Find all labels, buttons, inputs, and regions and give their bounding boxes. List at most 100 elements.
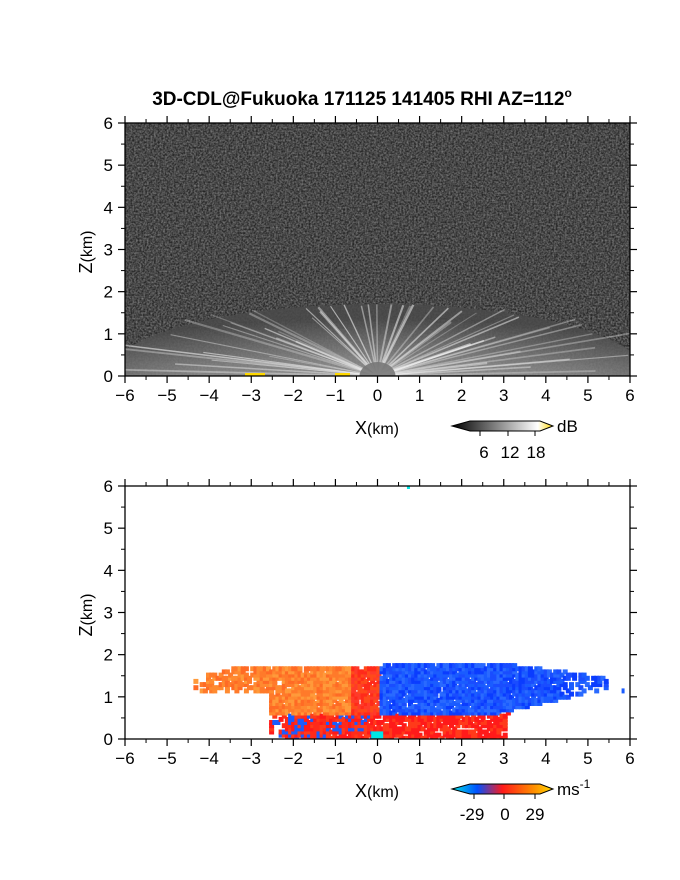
velocity-cell — [389, 723, 395, 729]
velocity-cell — [367, 688, 372, 694]
velocity-cell — [389, 694, 395, 700]
velocity-cell — [341, 682, 347, 688]
velocity-cell — [464, 675, 470, 681]
velocity-cell — [269, 707, 275, 713]
velocity-cell — [543, 682, 549, 688]
velocity-cell — [253, 666, 259, 672]
velocity-cell — [288, 675, 294, 681]
velocity-cell — [310, 672, 316, 678]
velocity-cell — [540, 675, 546, 681]
velocity-cell — [455, 704, 461, 710]
velocity-cell — [565, 688, 571, 694]
reflectivity-ytick-label: 4 — [104, 198, 113, 217]
velocity-cell — [332, 691, 338, 697]
velocity-cell — [477, 691, 483, 697]
velocity-cell — [382, 723, 388, 729]
velocity-cell — [335, 694, 341, 700]
velocity-cell — [322, 732, 328, 738]
velocity-cell — [288, 688, 294, 694]
velocity-colorbar: ms-1 -29 0 29 — [450, 777, 591, 824]
velocity-cell — [341, 669, 347, 675]
velocity-cell — [426, 704, 432, 710]
velocity-cell — [266, 675, 271, 681]
velocity-cell — [392, 710, 398, 716]
velocity-cell — [367, 697, 372, 703]
velocity-cell — [341, 678, 347, 684]
velocity-cell — [408, 682, 413, 688]
velocity-cell — [461, 685, 467, 691]
velocity-cell — [439, 704, 445, 710]
velocity-cell — [452, 726, 458, 732]
velocity-cell — [329, 691, 335, 697]
velocity-cell — [281, 713, 287, 719]
velocity-cell — [445, 688, 451, 694]
velocity-cell — [439, 716, 445, 722]
velocity-cell — [464, 694, 470, 700]
velocity-cell — [363, 694, 369, 700]
velocity-cell — [367, 707, 372, 713]
velocity-cell — [269, 710, 275, 716]
velocity-cell — [363, 732, 369, 738]
velocity-cell — [496, 688, 502, 694]
velocity-cell — [455, 691, 461, 697]
velocity-cell — [414, 710, 420, 716]
velocity-cell — [505, 682, 511, 688]
velocity-cell — [335, 707, 341, 713]
velocity-cell — [493, 678, 499, 684]
velocity-cell — [404, 663, 410, 669]
velocity-cell — [224, 682, 230, 688]
velocity-cell — [458, 688, 464, 694]
velocity-cell — [433, 694, 439, 700]
velocity-cell — [480, 710, 486, 716]
velocity-cell — [259, 678, 265, 684]
velocity-cell — [490, 669, 496, 675]
velocity-cell — [348, 716, 353, 722]
reflectivity-ray — [377, 316, 520, 376]
velocity-cell — [515, 701, 521, 706]
velocity-cell — [288, 694, 294, 700]
velocity-cell — [354, 707, 360, 713]
velocity-cell — [360, 691, 366, 697]
velocity-cell — [436, 716, 442, 722]
velocity-pixels — [193, 486, 625, 739]
velocity-cell — [291, 697, 297, 703]
velocity-cell — [411, 704, 417, 710]
velocity-xtick-label: −3 — [242, 749, 261, 768]
velocity-cell — [420, 678, 426, 684]
velocity-cell — [392, 685, 398, 691]
velocity-cell — [357, 694, 363, 700]
velocity-cell — [486, 682, 492, 688]
velocity-cell — [417, 678, 423, 684]
velocity-cell — [423, 675, 429, 681]
velocity-cell — [385, 685, 391, 691]
velocity-cell — [458, 732, 464, 738]
velocity-cell — [471, 682, 477, 688]
velocity-cell — [351, 701, 357, 706]
velocity-cell — [512, 666, 518, 672]
velocity-cell — [360, 678, 366, 684]
velocity-cell — [468, 710, 473, 716]
velocity-cell — [502, 672, 508, 678]
velocity-cell — [379, 694, 385, 700]
velocity-cell — [392, 682, 398, 688]
velocity-cell — [325, 713, 331, 719]
velocity-cell — [401, 666, 407, 672]
velocity-cell — [578, 691, 584, 697]
velocity-cell — [310, 732, 316, 738]
velocity-cell — [493, 704, 499, 710]
velocity-cell — [420, 701, 426, 706]
velocity-cell — [556, 688, 562, 694]
velocity-cell — [464, 710, 470, 716]
velocity-cell — [449, 672, 454, 678]
velocity-cell — [325, 726, 331, 732]
velocity-cell — [540, 682, 546, 688]
velocity-cell — [262, 688, 268, 694]
velocity-cell — [414, 669, 420, 675]
velocity-cell — [474, 691, 480, 697]
velocity-cell — [398, 691, 404, 697]
velocity-cell — [360, 713, 366, 719]
reflectivity-xtick-label: −2 — [284, 386, 303, 405]
velocity-cell — [275, 701, 281, 706]
velocity-cell — [398, 701, 404, 706]
reflectivity-ray — [203, 351, 378, 376]
